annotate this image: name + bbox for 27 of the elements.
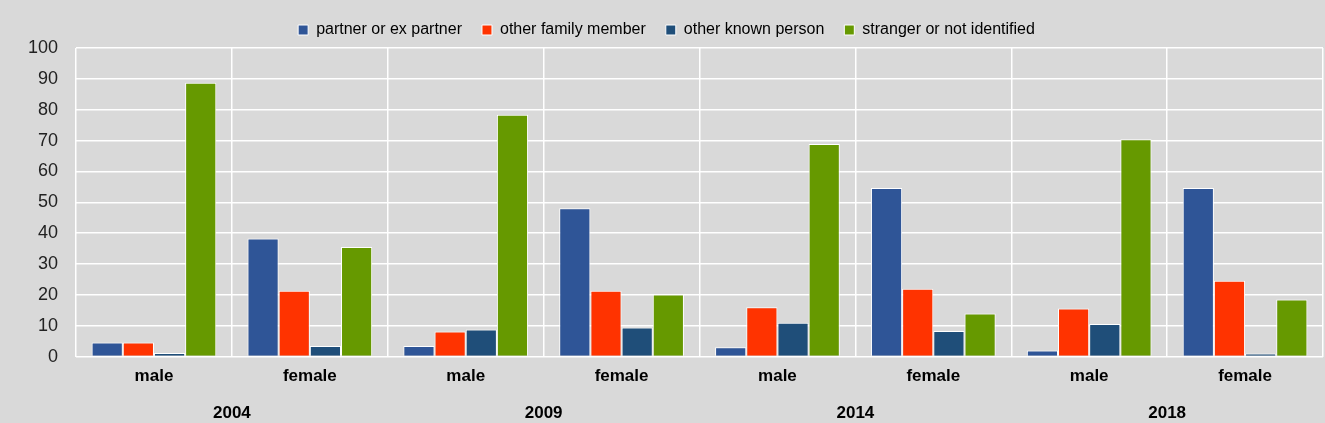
y-tick-label: 10 (38, 314, 59, 335)
y-tick-label: 80 (38, 98, 59, 119)
x-tick-label: female (282, 366, 337, 386)
y-tick-label: 30 (38, 252, 59, 273)
y-tick-label: 20 (38, 283, 59, 304)
text: 2004 (212, 403, 252, 423)
text: 2009 (524, 403, 563, 423)
x-tick-label: male (446, 366, 486, 386)
y-tick-label: 100 (27, 36, 59, 57)
text: 2014 (836, 403, 875, 423)
legend-label: other family member (499, 20, 647, 38)
x-tick-label: female (1218, 366, 1272, 386)
y-tick-label: 50 (38, 191, 59, 212)
y-tick-label: 60 (38, 160, 59, 181)
x-tick-label: female (906, 366, 961, 386)
y-tick-label: 70 (38, 129, 59, 150)
text: 2018 (1148, 403, 1187, 423)
x-tick-label: male (134, 366, 174, 386)
x-tick-label: male (758, 366, 797, 386)
legend-label: other known person (683, 20, 825, 38)
y-tick-label: 90 (38, 67, 59, 88)
legend-label: stranger or not identified (862, 20, 1035, 38)
legend-label: partner or ex partner (316, 20, 463, 38)
x-tick-label: male (1069, 366, 1109, 386)
x-tick-label: female (594, 366, 649, 386)
y-tick-label: 40 (38, 222, 59, 243)
y-tick-label: 0 (48, 345, 59, 366)
